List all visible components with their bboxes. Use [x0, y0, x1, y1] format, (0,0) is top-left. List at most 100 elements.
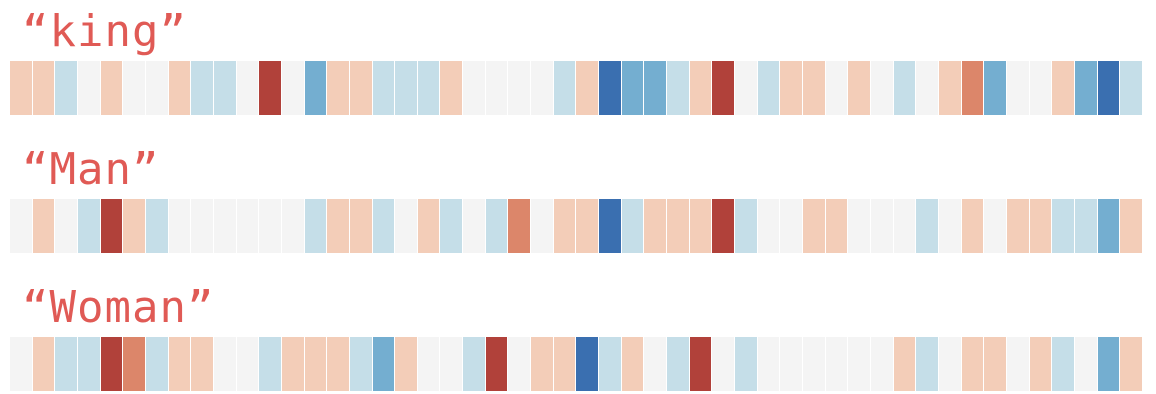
embedding-cell	[168, 337, 192, 391]
embedding-cell	[32, 61, 56, 115]
word-man-label: “Man”	[22, 144, 160, 195]
embedding-cell	[463, 337, 486, 391]
embedding-cell	[508, 61, 532, 115]
embedding-cell	[304, 61, 328, 115]
embedding-cell	[440, 337, 464, 391]
embedding-cell	[1120, 61, 1142, 115]
embedding-cell	[1097, 337, 1121, 391]
embedding-cell	[916, 337, 939, 391]
embedding-cell	[145, 61, 169, 115]
embedding-cell	[599, 199, 622, 253]
embedding-cell	[1029, 337, 1053, 391]
embedding-cell	[870, 199, 894, 253]
embedding-cell	[281, 61, 305, 115]
embedding-cell	[689, 199, 713, 253]
embedding-cell	[599, 337, 622, 391]
embedding-cell	[961, 337, 985, 391]
embedding-cell	[553, 337, 577, 391]
embedding-cell	[576, 61, 600, 115]
embedding-cell	[508, 199, 532, 253]
embedding-cell	[576, 199, 600, 253]
embedding-cell	[327, 61, 350, 115]
embedding-cell	[281, 199, 305, 253]
embedding-cell	[553, 61, 577, 115]
embedding-cell	[621, 61, 645, 115]
embedding-cell	[938, 61, 962, 115]
embedding-cell	[848, 61, 871, 115]
embedding-cell	[531, 199, 554, 253]
word-king-label: “king”	[22, 6, 187, 57]
embedding-strip-king	[10, 61, 1142, 115]
embedding-cell	[281, 337, 305, 391]
embedding-cell	[236, 337, 260, 391]
embedding-cell	[236, 199, 260, 253]
embedding-cell	[667, 61, 690, 115]
embedding-cell	[531, 337, 554, 391]
embedding-cell	[77, 61, 101, 115]
embedding-cell	[463, 199, 486, 253]
embedding-cell	[689, 61, 713, 115]
embedding-cell	[440, 61, 464, 115]
embedding-cell	[123, 337, 146, 391]
embedding-cell	[191, 61, 214, 115]
embedding-cell	[259, 61, 282, 115]
word-woman-label: “Woman”	[22, 282, 215, 333]
embedding-cell	[961, 199, 985, 253]
embedding-cell	[372, 199, 396, 253]
embedding-cell	[372, 337, 396, 391]
embedding-cell	[893, 61, 917, 115]
embedding-cell	[1006, 61, 1030, 115]
embedding-cell	[236, 61, 260, 115]
embedding-cell	[757, 199, 781, 253]
embedding-cell	[55, 337, 78, 391]
embedding-cell	[825, 337, 849, 391]
embedding-cell	[168, 199, 192, 253]
embedding-cell	[259, 337, 282, 391]
embedding-cell	[984, 337, 1007, 391]
embedding-cell	[349, 199, 373, 253]
embedding-cell	[553, 199, 577, 253]
embedding-cell	[372, 61, 396, 115]
embedding-cell	[780, 337, 803, 391]
embedding-cell	[77, 199, 101, 253]
embedding-cell	[77, 337, 101, 391]
embedding-cell	[916, 61, 939, 115]
embedding-cell	[893, 337, 917, 391]
embedding-cell	[100, 199, 124, 253]
embedding-cell	[644, 337, 668, 391]
embedding-cell	[32, 337, 56, 391]
embedding-cell	[712, 337, 735, 391]
embedding-cell	[1029, 199, 1053, 253]
embedding-cell	[10, 61, 33, 115]
embedding-cell	[55, 199, 78, 253]
embedding-cell	[870, 337, 894, 391]
embedding-cell	[349, 61, 373, 115]
embedding-cell	[735, 337, 758, 391]
embedding-cell	[735, 199, 758, 253]
embedding-cell	[349, 337, 373, 391]
embedding-cell	[304, 337, 328, 391]
embedding-cell	[1006, 199, 1030, 253]
embedding-cell	[870, 61, 894, 115]
embedding-cell	[1052, 199, 1075, 253]
embedding-cell	[191, 199, 214, 253]
embedding-cell	[757, 337, 781, 391]
embedding-cell	[10, 337, 33, 391]
embedding-cell	[599, 61, 622, 115]
embedding-cell	[1097, 61, 1121, 115]
embedding-cell	[1074, 337, 1098, 391]
embedding-cell	[55, 61, 78, 115]
embedding-cell	[417, 61, 441, 115]
embedding-cell	[1052, 61, 1075, 115]
embedding-cell	[168, 61, 192, 115]
embedding-cell	[938, 199, 962, 253]
embedding-cell	[1097, 199, 1121, 253]
embedding-strip-woman	[10, 337, 1142, 391]
embedding-cell	[485, 61, 509, 115]
embedding-cell	[417, 199, 441, 253]
embedding-cell	[984, 199, 1007, 253]
embedding-cell	[712, 61, 735, 115]
embedding-cell	[984, 61, 1007, 115]
embedding-cell	[327, 337, 350, 391]
embedding-cell	[757, 61, 781, 115]
